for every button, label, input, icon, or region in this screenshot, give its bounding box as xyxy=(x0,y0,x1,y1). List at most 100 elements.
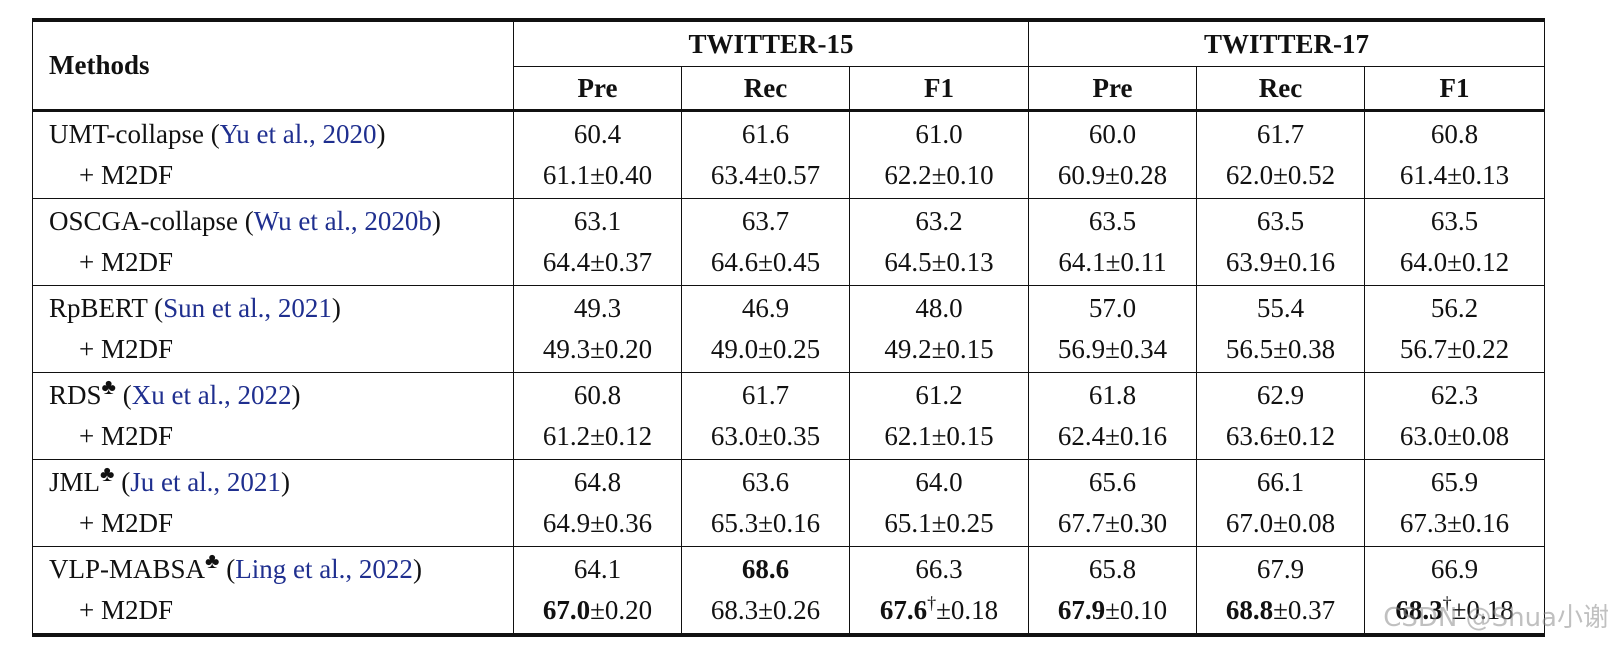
base-value-cell: 63.5 xyxy=(1196,198,1366,242)
m2df-value: 61.1±0.40 xyxy=(513,155,682,199)
base-value-cell: 60.8 xyxy=(1364,110,1546,155)
col-header: Pre xyxy=(1028,66,1198,111)
twitter17-header: TWITTER-17 xyxy=(1028,20,1546,67)
method-cell: OSCGA-collapse (Wu et al., 2020b) xyxy=(32,198,514,242)
m2df-value: 64.9±0.36 xyxy=(513,503,682,547)
m2df-value: 65.3±0.16 xyxy=(681,503,850,547)
m2df-value: 62.0±0.52 xyxy=(1196,155,1366,199)
citation-link[interactable]: Yu et al., 2020 xyxy=(219,119,377,149)
base-value: 48.0 xyxy=(915,293,963,323)
base-value-cell: 60.4 xyxy=(513,110,682,155)
citation-link[interactable]: Xu et al., 2022 xyxy=(131,380,292,410)
base-value-cell: 66.3 xyxy=(848,546,1030,590)
m2df-value: 64.5±0.13 xyxy=(848,242,1030,286)
base-value-cell: 61.0 xyxy=(848,110,1030,155)
method-cell: RDS♣ (Xu et al., 2022) xyxy=(32,372,514,416)
m2df-value-rest: ±0.10 xyxy=(1105,595,1168,625)
methods-header: Methods xyxy=(32,20,514,111)
m2df-value: 49.0±0.25 xyxy=(681,329,850,373)
base-value-cell: 65.9 xyxy=(1364,459,1546,503)
citation-link[interactable]: Ju et al., 2021 xyxy=(130,467,281,497)
base-value: 62.3 xyxy=(1430,380,1479,410)
table-row: + M2DF 61.2±0.12 63.0±0.35 62.1±0.15 62.4±0.… xyxy=(32,416,1546,460)
watermark: CSDN @Shua小谢 xyxy=(1383,603,1609,633)
base-value: 55.4 xyxy=(1256,293,1305,323)
m2df-value: 49.2±0.15 xyxy=(848,329,1030,373)
plus-m2df-label: + M2DF xyxy=(32,416,514,460)
m2df-value-cell: 68.3†±0.18 xyxy=(1364,590,1546,635)
base-value: 63.5 xyxy=(1430,206,1479,236)
base-value: 65.6 xyxy=(1088,467,1137,497)
col-header: F1 xyxy=(1364,66,1546,111)
base-value-cell: 62.9 xyxy=(1196,372,1366,416)
m2df-value-cell: 67.0±0.20 xyxy=(513,590,682,635)
table-row: UMT-collapse (Yu et al., 2020) 60.4 61.6 61… xyxy=(32,110,1546,155)
base-value-cell: 64.0 xyxy=(848,459,1030,503)
club-mark-icon: ♣ xyxy=(101,374,116,399)
m2df-value: 56.7±0.22 xyxy=(1364,329,1546,373)
m2df-value: 63.0±0.08 xyxy=(1364,416,1546,460)
base-value-cell: 57.0 xyxy=(1028,285,1198,329)
col-header: Rec xyxy=(1196,66,1366,111)
base-value-cell: 60.8 xyxy=(513,372,682,416)
m2df-value: 61.4±0.13 xyxy=(1364,155,1546,199)
base-value-cell: 63.2 xyxy=(848,198,1030,242)
base-value: 61.6 xyxy=(741,119,790,149)
base-value: 49.3 xyxy=(573,293,622,323)
m2df-value: 56.5±0.38 xyxy=(1196,329,1366,373)
m2df-value: 64.6±0.45 xyxy=(681,242,850,286)
base-value: 62.9 xyxy=(1256,380,1305,410)
base-value-cell: 63.5 xyxy=(1364,198,1546,242)
base-value: 65.8 xyxy=(1088,554,1137,584)
table-row: + M2DF 64.9±0.36 65.3±0.16 65.1±0.25 67.7±0.… xyxy=(32,503,1546,547)
results-table: Methods TWITTER-15 TWITTER-17 Pre Rec F1… xyxy=(32,18,1546,637)
base-value-cell: 64.1 xyxy=(513,546,682,590)
method-name: VLP-MABSA xyxy=(49,554,206,584)
base-value: 61.0 xyxy=(915,119,963,149)
base-value: 46.9 xyxy=(741,293,790,323)
base-value-cell: 61.7 xyxy=(681,372,850,416)
m2df-value: 67.7±0.30 xyxy=(1028,503,1198,547)
m2df-value-cell: 67.6†±0.18 xyxy=(848,590,1030,635)
base-value-cell: 46.9 xyxy=(681,285,850,329)
citation-link[interactable]: Wu et al., 2020b xyxy=(253,206,432,236)
method-cell: UMT-collapse (Yu et al., 2020) xyxy=(32,110,514,155)
m2df-value-rest: ±0.18 xyxy=(1451,595,1514,625)
m2df-value: 64.4±0.37 xyxy=(513,242,682,286)
col-header: Rec xyxy=(681,66,850,111)
base-value: 61.8 xyxy=(1088,380,1137,410)
base-value-cell: 61.8 xyxy=(1028,372,1198,416)
m2df-value: 62.4±0.16 xyxy=(1028,416,1198,460)
base-value-cell: 63.1 xyxy=(513,198,682,242)
base-value-cell: 49.3 xyxy=(513,285,682,329)
base-value: 61.2 xyxy=(915,380,963,410)
base-value: 63.7 xyxy=(741,206,790,236)
base-value: 60.4 xyxy=(573,119,622,149)
plus-m2df-label: + M2DF xyxy=(32,242,514,286)
m2df-value: 61.2±0.12 xyxy=(513,416,682,460)
base-value-cell: 61.7 xyxy=(1196,110,1366,155)
base-value: 66.3 xyxy=(915,554,963,584)
table-row: RpBERT (Sun et al., 2021) 49.3 46.9 48.0 57.… xyxy=(32,285,1546,329)
m2df-value: 65.1±0.25 xyxy=(848,503,1030,547)
m2df-value-bold: 68.3 xyxy=(1395,595,1443,625)
method-cell: JML♣ (Ju et al., 2021) xyxy=(32,459,514,503)
base-value: 61.7 xyxy=(1256,119,1305,149)
m2df-value-cell: 68.8±0.37 xyxy=(1196,590,1366,635)
base-value: 63.6 xyxy=(741,467,790,497)
base-value: 64.1 xyxy=(573,554,622,584)
m2df-value-cell: 68.3±0.26 xyxy=(681,590,850,635)
m2df-value-rest: ±0.20 xyxy=(590,595,653,625)
table-row: OSCGA-collapse (Wu et al., 2020b) 63.1 63.… xyxy=(32,198,1546,242)
base-value-cell: 63.6 xyxy=(681,459,850,503)
twitter15-header: TWITTER-15 xyxy=(512,20,1030,67)
citation-link[interactable]: Ling et al., 2022 xyxy=(235,554,413,584)
base-value: 60.8 xyxy=(1430,119,1479,149)
base-value: 63.5 xyxy=(1088,206,1137,236)
citation-link[interactable]: Sun et al., 2021 xyxy=(163,293,332,323)
dagger-mark: † xyxy=(1442,593,1452,613)
method-cell: VLP-MABSA♣ (Ling et al., 2022) xyxy=(32,546,514,590)
m2df-value: 64.1±0.11 xyxy=(1028,242,1198,286)
base-value-cell: 55.4 xyxy=(1196,285,1366,329)
m2df-value: 67.3±0.16 xyxy=(1364,503,1546,547)
